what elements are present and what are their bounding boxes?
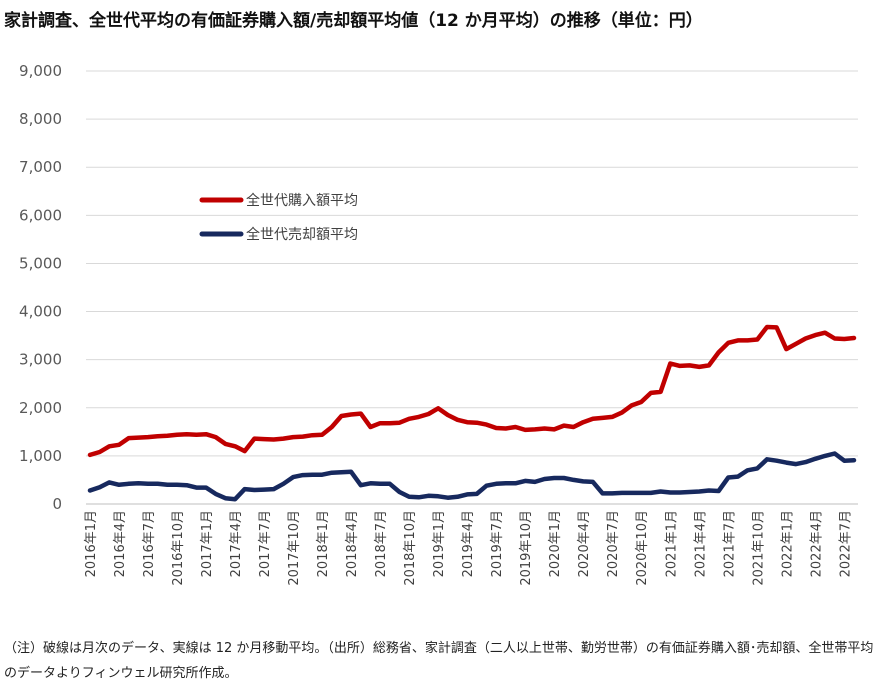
x-tick-label: 2022年7月 — [838, 510, 853, 577]
x-tick-label: 2021年7月 — [722, 510, 737, 577]
y-tick-label: 5,000 — [19, 254, 62, 272]
x-tick-label: 2018年1月 — [316, 510, 331, 577]
y-tick-label: 0 — [52, 495, 62, 513]
x-tick-label: 2016年1月 — [84, 510, 99, 577]
x-tick-label: 2020年4月 — [577, 510, 592, 577]
x-tick-label: 2019年4月 — [461, 510, 476, 577]
y-tick-label: 2,000 — [19, 399, 62, 417]
y-axis-ticks: 0 1,000 2,000 3,000 4,000 5,000 6,000 7,000 8,00… — [19, 62, 62, 513]
series-line-1 — [87, 324, 857, 458]
x-tick-label: 2019年10月 — [519, 510, 534, 586]
x-tick-label: 2017年1月 — [200, 510, 215, 577]
x-tick-label: 2019年7月 — [490, 510, 505, 577]
x-tick-label: 2016年7月 — [142, 510, 157, 577]
x-tick-label: 2020年1月 — [548, 510, 563, 577]
chart-title: 家計調査、全世代平均の有価証券購入額/売却額平均値（12 か月平均）の推移（単位… — [4, 11, 703, 31]
x-tick-label: 2017年10月 — [287, 510, 302, 586]
x-tick-label: 2021年4月 — [693, 510, 708, 577]
x-tick-label: 2016年10月 — [171, 510, 186, 586]
x-tick-label: 2021年1月 — [664, 510, 679, 577]
series-lines — [87, 324, 857, 502]
y-tick-label: 6,000 — [19, 206, 62, 224]
x-tick-label: 2020年7月 — [606, 510, 621, 577]
x-tick-label: 2018年10月 — [403, 510, 418, 586]
x-axis-ticks: 2016年1月 2016年4月 2016年7月 2016年10月 2017年1月 2017… — [84, 510, 853, 586]
x-tick-label: 2017年7月 — [258, 510, 273, 577]
x-tick-label: 2018年7月 — [374, 510, 389, 577]
gridlines — [86, 70, 858, 505]
y-tick-label: 7,000 — [19, 158, 62, 176]
series-line-2 — [87, 451, 857, 502]
x-tick-label: 2017年4月 — [229, 510, 244, 577]
line-chart: 0 1,000 2,000 3,000 4,000 5,000 6,000 7,000 8,00… — [19, 62, 858, 586]
y-tick-label: 1,000 — [19, 447, 62, 465]
x-tick-label: 2022年1月 — [780, 510, 795, 577]
y-tick-label: 8,000 — [19, 110, 62, 128]
legend-label: 全世代購入額平均 — [246, 192, 358, 209]
x-tick-label: 2018年4月 — [345, 510, 360, 577]
y-tick-label: 9,000 — [19, 62, 62, 80]
legend-label: 全世代売却額平均 — [246, 226, 358, 243]
y-tick-label: 4,000 — [19, 303, 62, 321]
x-tick-label: 2022年4月 — [809, 510, 824, 577]
chart-note: （注）破線は月次のデータ、実線は 12 か月移動平均。（出所）総務省、家計調査（… — [4, 641, 874, 681]
x-tick-label: 2020年10月 — [635, 510, 650, 586]
y-tick-label: 3,000 — [19, 351, 62, 369]
x-tick-label: 2019年1月 — [432, 510, 447, 577]
x-tick-label: 2021年10月 — [751, 510, 766, 586]
x-tick-label: 2016年4月 — [113, 510, 128, 577]
